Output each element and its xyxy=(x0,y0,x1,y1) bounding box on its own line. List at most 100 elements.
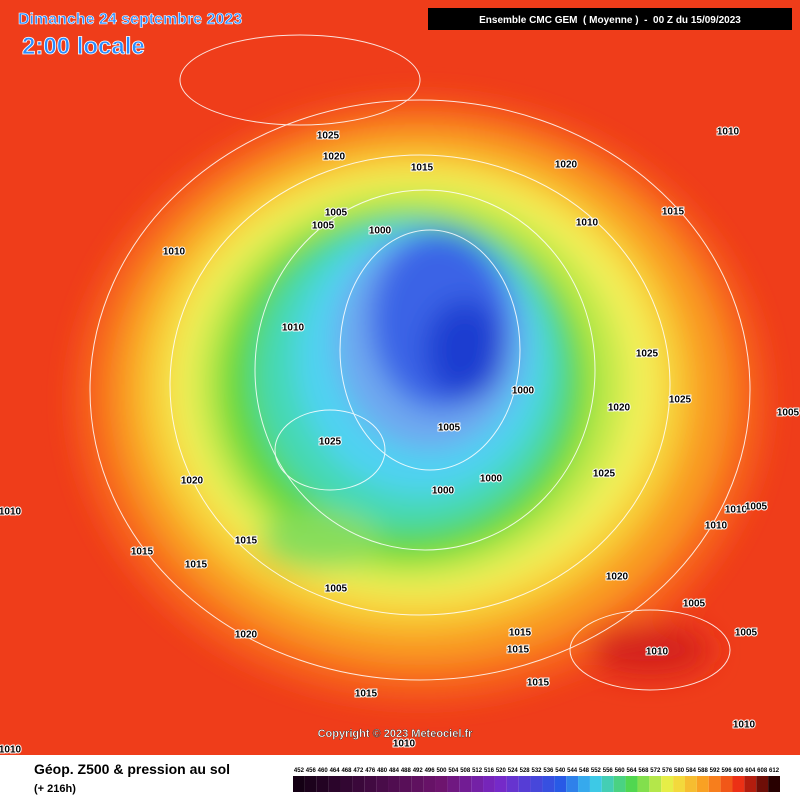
scale-swatch xyxy=(530,776,543,792)
scale-label: 568 xyxy=(638,768,649,774)
scale-label: 588 xyxy=(698,768,709,774)
scale-label: 484 xyxy=(389,768,400,774)
scale-swatch xyxy=(554,776,567,792)
isobar-label: 1015 xyxy=(507,645,530,656)
scale-swatch xyxy=(661,776,674,792)
scale-label: 608 xyxy=(757,768,768,774)
scale-label: 612 xyxy=(769,768,780,774)
scale-label: 476 xyxy=(365,768,376,774)
scale-label: 504 xyxy=(448,768,459,774)
scale-label: 576 xyxy=(662,768,673,774)
scale-label: 604 xyxy=(745,768,756,774)
isobar-label: 1005 xyxy=(745,502,768,513)
isobar-label: 1010 xyxy=(733,720,756,731)
scale-swatch xyxy=(483,776,495,792)
scale-label: 560 xyxy=(615,768,626,774)
scale-swatch xyxy=(388,776,400,792)
scale-swatch xyxy=(304,776,317,792)
scale-swatch xyxy=(293,776,305,792)
scale-label: 536 xyxy=(543,768,554,774)
isobar-label: 1015 xyxy=(527,678,550,689)
isobar-label: 1000 xyxy=(512,386,535,397)
scale-swatch xyxy=(637,776,650,792)
geopotential-field xyxy=(75,100,765,700)
scale-swatch xyxy=(364,776,377,792)
scale-label: 572 xyxy=(650,768,661,774)
isobar-label: 1010 xyxy=(705,521,728,532)
scale-label: 556 xyxy=(603,768,614,774)
isobar-label: 1010 xyxy=(646,647,669,658)
scale-swatch xyxy=(601,776,614,792)
isobar-label: 1000 xyxy=(369,226,392,237)
scale-label: 528 xyxy=(520,768,531,774)
isobar-label: 1015 xyxy=(662,207,685,218)
scale-swatch xyxy=(542,776,555,792)
scale-swatch xyxy=(720,776,733,792)
scale-swatch xyxy=(494,776,507,792)
footer-title: Géop. Z500 & pression au sol xyxy=(34,761,230,777)
scale-label: 452 xyxy=(294,768,305,774)
scale-label: 540 xyxy=(555,768,566,774)
isobar-label: 1015 xyxy=(131,547,154,558)
isobar-label: 1025 xyxy=(317,131,340,142)
isobar-label: 1015 xyxy=(509,628,532,639)
scale-swatch xyxy=(756,776,769,792)
isobar-label: 1010 xyxy=(576,218,599,229)
isobar-label: 1025 xyxy=(669,395,692,406)
isobar-label: 1020 xyxy=(181,476,204,487)
color-scale: 452 456 460 464 468 472 476 480 484 488 492 496 500 5… xyxy=(293,768,780,792)
scale-label: 600 xyxy=(733,768,744,774)
isobar-label: 1015 xyxy=(235,536,258,547)
scale-label: 464 xyxy=(330,768,341,774)
scale-label: 524 xyxy=(508,768,519,774)
scale-swatch xyxy=(578,776,590,792)
scale-label: 532 xyxy=(531,768,542,774)
isobar-label: 1005 xyxy=(735,628,758,639)
scale-swatch xyxy=(684,776,697,792)
scale-swatch xyxy=(506,776,519,792)
map-field xyxy=(0,0,800,755)
scale-swatch xyxy=(589,776,602,792)
scale-label: 520 xyxy=(496,768,507,774)
scale-label: 580 xyxy=(674,768,685,774)
scale-label: 456 xyxy=(306,768,317,774)
scale-label: 512 xyxy=(472,768,483,774)
scale-swatch xyxy=(518,776,531,792)
isobar-label: 1025 xyxy=(319,437,342,448)
isobar-label: 1015 xyxy=(355,689,378,700)
isobar-label: 1025 xyxy=(593,469,616,480)
scale-swatch xyxy=(732,776,745,792)
scale-swatch xyxy=(708,776,721,792)
isobar-label: 1005 xyxy=(683,599,706,610)
run-label: Ensemble CMC GEM ( Moyenne ) - 00 Z du 1… xyxy=(479,15,741,26)
time-label: 2:00 locale xyxy=(22,33,145,60)
scale-label: 552 xyxy=(591,768,602,774)
scale-swatch xyxy=(566,776,579,792)
isobar-label: 1005 xyxy=(777,408,800,419)
isobar-label: 1005 xyxy=(312,221,335,232)
scale-label: 468 xyxy=(341,768,352,774)
copyright: Copyright © 2023 Meteociel.fr xyxy=(318,728,474,740)
isobar-label: 1010 xyxy=(393,739,416,750)
scale-label: 496 xyxy=(425,768,436,774)
scale-swatch xyxy=(673,776,685,792)
scale-label: 596 xyxy=(722,768,733,774)
isobar-label: 1005 xyxy=(325,584,348,595)
scale-swatch xyxy=(649,776,662,792)
date-label: Dimanche 24 septembre 2023 xyxy=(18,11,242,28)
isobar-label: 1025 xyxy=(636,349,659,360)
scale-label: 544 xyxy=(567,768,578,774)
isobar-label: 1000 xyxy=(480,474,503,485)
scale-swatch xyxy=(696,776,709,792)
scale-swatch xyxy=(376,776,389,792)
scale-label: 592 xyxy=(710,768,721,774)
scale-swatch xyxy=(328,776,341,792)
scale-label: 564 xyxy=(627,768,638,774)
scale-swatch xyxy=(423,776,436,792)
isobar-label: 1010 xyxy=(717,127,740,138)
scale-label: 516 xyxy=(484,768,495,774)
scale-swatch xyxy=(625,776,638,792)
isobar-label: 1005 xyxy=(438,423,461,434)
isobar-label: 1010 xyxy=(282,323,305,334)
